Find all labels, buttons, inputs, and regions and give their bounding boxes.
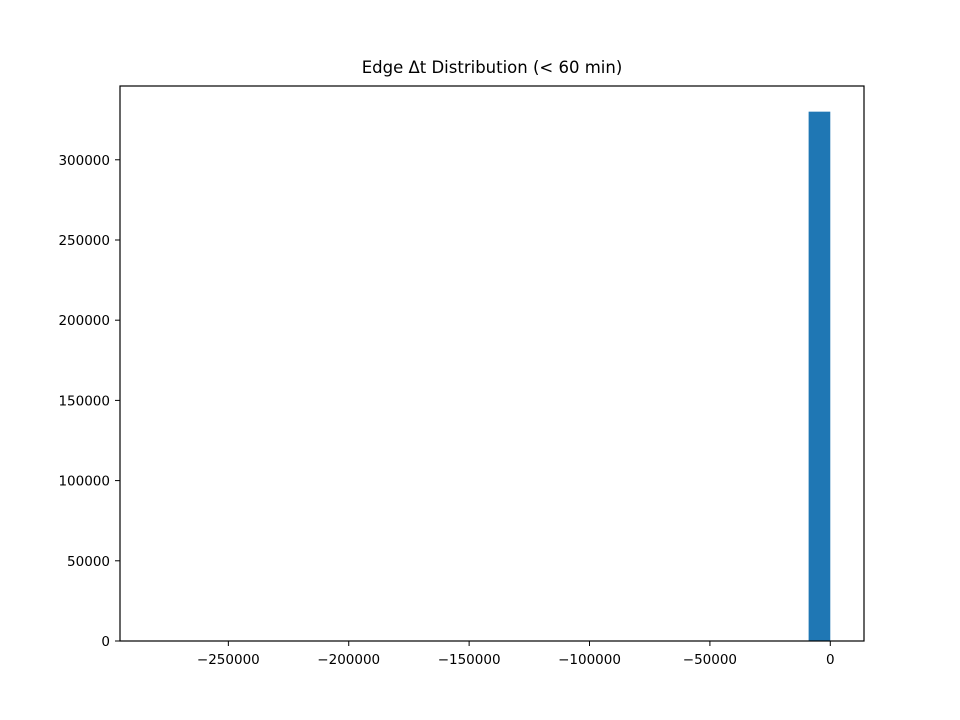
y-tick-label: 150000 xyxy=(58,393,110,409)
bars-layer xyxy=(808,111,831,642)
x-tick-label: −100000 xyxy=(558,652,621,668)
x-tick-label: −150000 xyxy=(438,652,501,668)
histogram-bar xyxy=(808,111,831,642)
y-tick-label: 250000 xyxy=(58,233,110,249)
y-axis: 0 50000 100000 150000 200000 250000 300000 xyxy=(58,153,120,650)
chart-title: Edge Δt Distribution (< 60 min) xyxy=(362,58,623,77)
plot-frame xyxy=(119,85,865,642)
x-tick-label: −200000 xyxy=(317,652,380,668)
y-tick-label: 100000 xyxy=(58,474,110,490)
y-tick-label: 0 xyxy=(101,634,110,650)
y-tick-label: 50000 xyxy=(67,554,110,570)
x-axis: −250000 −200000 −150000 −100000 −50000 0 xyxy=(197,641,835,668)
x-tick-label: −250000 xyxy=(197,652,260,668)
y-tick-label: 200000 xyxy=(58,313,110,329)
x-tick-label: −50000 xyxy=(683,652,737,668)
x-tick-label: 0 xyxy=(826,652,835,668)
y-tick-label: 300000 xyxy=(58,153,110,169)
